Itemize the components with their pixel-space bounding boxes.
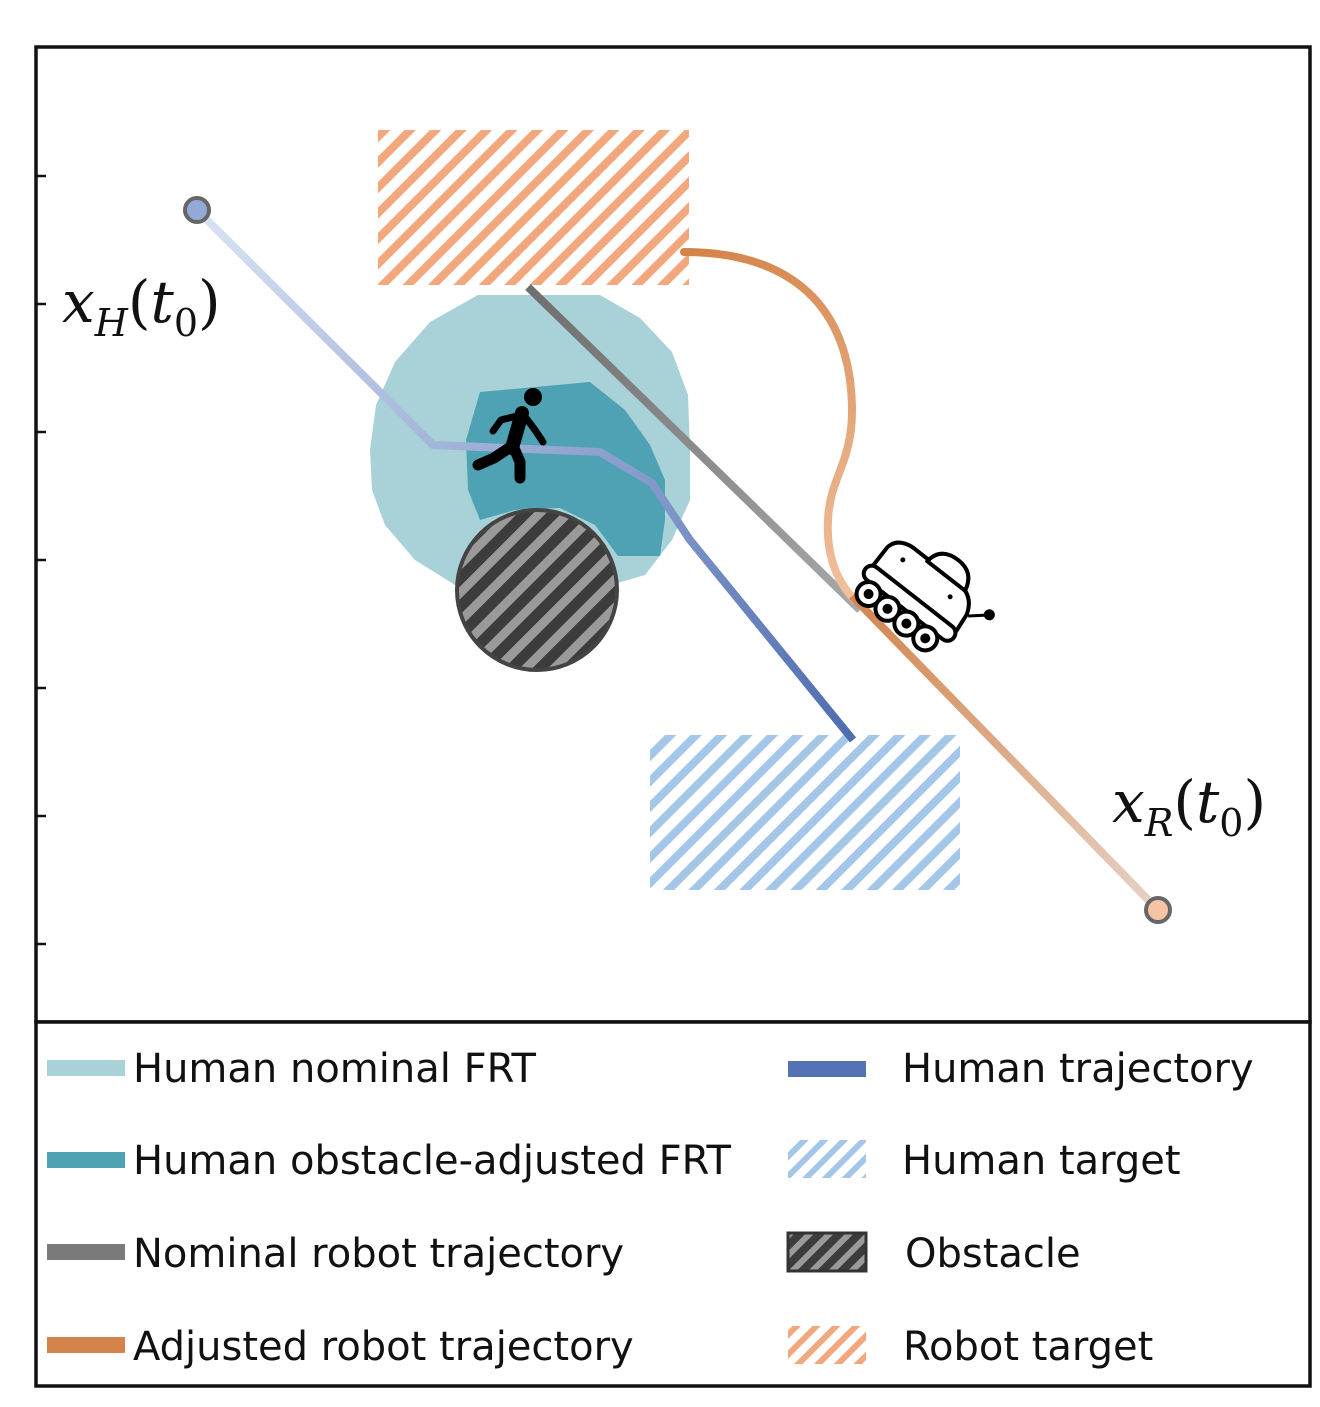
legend-swatch-gray <box>47 1244 125 1260</box>
human-start-label: xH(t0) <box>62 268 221 345</box>
legend-item-obstacle: Obstacle <box>786 1231 1081 1277</box>
legend-swatch-orange <box>47 1337 125 1353</box>
human-target-region <box>650 735 960 890</box>
obstacle-circle <box>455 508 619 672</box>
legend: Human nominal FRT Human obstacle-adjuste… <box>34 1020 1312 1388</box>
legend-label: Human obstacle-adjusted FRT <box>133 1138 732 1184</box>
legend-swatch-blue <box>788 1061 866 1077</box>
adjusted-robot-trajectory-curve <box>680 248 859 604</box>
legend-label: Human nominal FRT <box>133 1046 536 1092</box>
legend-item-human-target: Human target <box>788 1138 1181 1184</box>
legend-label: Robot target <box>903 1324 1153 1370</box>
legend-label: Human trajectory <box>902 1046 1254 1092</box>
left-axis-ticks <box>36 174 46 946</box>
legend-frame <box>34 1020 1312 1388</box>
legend-swatch-dark-teal <box>47 1152 125 1168</box>
legend-item-adjusted-robot-trajectory: Adjusted robot trajectory <box>47 1324 634 1370</box>
legend-label: Nominal robot trajectory <box>133 1231 624 1277</box>
nominal-robot-trajectory-line <box>525 284 863 613</box>
legend-item-human-obstacle-adjusted-frt: Human obstacle-adjusted FRT <box>47 1138 732 1184</box>
legend-item-human-nominal-frt: Human nominal FRT <box>47 1046 536 1092</box>
robot-start-label: xR(t0) <box>1112 768 1266 845</box>
legend-hatch-gray <box>786 1231 868 1273</box>
legend-swatch-light-teal <box>47 1060 125 1076</box>
legend-label: Obstacle <box>905 1231 1081 1277</box>
walking-person-icon <box>472 388 547 484</box>
legend-label: Human target <box>902 1138 1181 1184</box>
rover-robot-icon <box>854 540 995 653</box>
robot-trajectory-lower-segment <box>849 593 1161 913</box>
human-trajectory-line <box>194 207 857 743</box>
legend-item-robot-target: Robot target <box>788 1324 1153 1370</box>
legend-hatch-blue <box>788 1140 866 1178</box>
legend-item-nominal-robot-trajectory: Nominal robot trajectory <box>47 1231 624 1277</box>
human-start-marker <box>183 196 211 224</box>
legend-item-human-trajectory: Human trajectory <box>788 1046 1254 1092</box>
plot-area: xH(t0) xR(t0) <box>34 45 1312 1024</box>
legend-label: Adjusted robot trajectory <box>133 1324 634 1370</box>
robot-target-region <box>378 130 689 285</box>
legend-hatch-orange <box>788 1326 866 1364</box>
robot-start-marker <box>1144 896 1172 924</box>
